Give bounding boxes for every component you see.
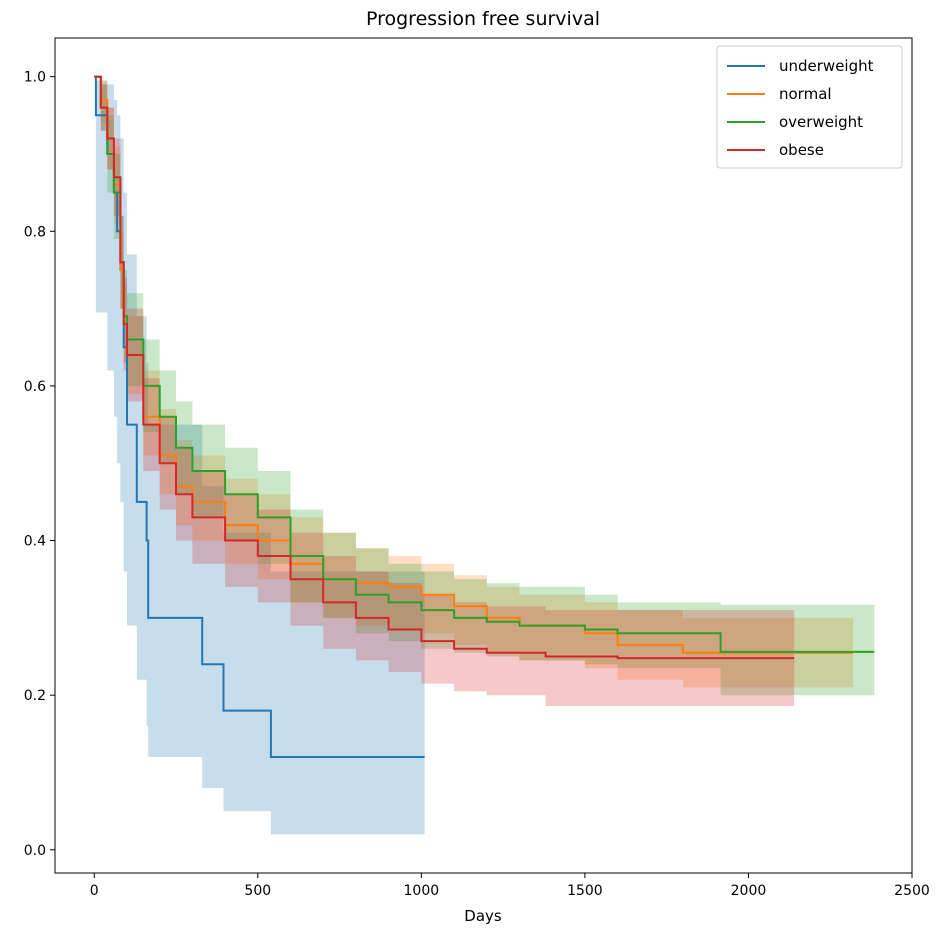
- survival-curves: [94, 75, 875, 758]
- chart-title: Progression free survival: [366, 8, 600, 30]
- x-axis-label: Days: [464, 907, 502, 925]
- legend: underweight normal overweight obese: [716, 45, 903, 169]
- ci-band-obese: [94, 76, 795, 706]
- ci-band-underweight: [94, 76, 425, 835]
- legend-label-obese: obese: [779, 141, 824, 159]
- x-tick-label: 0: [90, 883, 99, 899]
- y-tick-label: 0.2: [24, 688, 46, 704]
- legend-box: [716, 45, 903, 169]
- plot-frame: [54, 37, 913, 874]
- curve-obese: [94, 75, 795, 660]
- y-tick-label: 1.0: [24, 70, 46, 86]
- legend-label-normal: normal: [779, 85, 832, 103]
- x-tick-label: 1500: [567, 883, 603, 899]
- y-tick-label: 0.6: [24, 379, 46, 395]
- ci-band-normal: [94, 76, 854, 688]
- legend-label-overweight: overweight: [779, 113, 863, 131]
- y-tick-label: 0.4: [24, 534, 46, 550]
- y-tick-label: 0.0: [24, 843, 46, 859]
- x-axis-ticks: 0 500 1000 1500 2000 2500: [90, 873, 930, 899]
- x-tick-label: 2000: [731, 883, 767, 899]
- legend-label-underweight: underweight: [779, 57, 874, 75]
- x-tick-label: 500: [244, 883, 271, 899]
- x-tick-label: 1000: [404, 883, 440, 899]
- x-tick-label: 2500: [894, 883, 930, 899]
- plot-area: [55, 38, 912, 873]
- y-axis-ticks: 0.0 0.2 0.4 0.6 0.8 1.0: [24, 70, 55, 859]
- y-tick-label: 0.8: [24, 224, 46, 240]
